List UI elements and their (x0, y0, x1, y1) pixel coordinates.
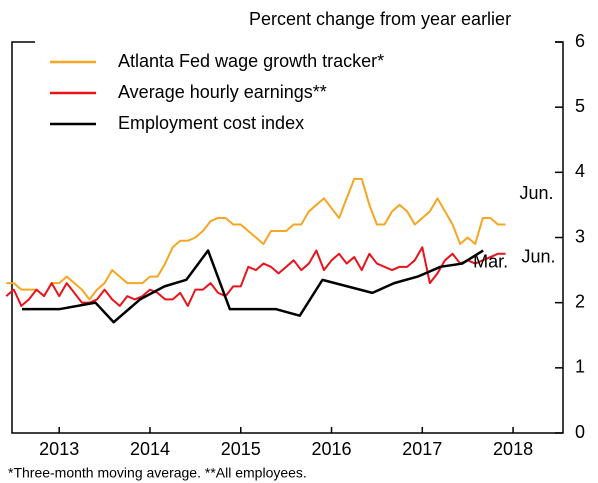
x-tick-label: 2014 (130, 439, 170, 459)
legend-label: Employment cost index (118, 113, 304, 133)
x-tick-label: 2018 (493, 439, 533, 459)
series-line (5, 246, 506, 307)
y-tick-label: 5 (575, 96, 585, 116)
y-tick-label: 1 (575, 357, 585, 377)
footnote: *Three-month moving average. **All emplo… (8, 465, 307, 481)
chart-title: Percent change from year earlier (249, 9, 511, 29)
end-label: Mar. (473, 251, 508, 271)
x-tick-label: 2013 (39, 439, 79, 459)
end-label: Jun. (522, 247, 556, 267)
end-label: Jun. (520, 183, 554, 203)
x-tick-label: 2017 (402, 439, 442, 459)
y-tick-label: 4 (575, 161, 585, 181)
x-tick-label: 2016 (312, 439, 352, 459)
y-tick-label: 0 (575, 422, 585, 442)
legend-label: Atlanta Fed wage growth tracker* (118, 51, 384, 71)
y-tick-label: 2 (575, 291, 585, 311)
series-line (6, 177, 506, 301)
y-tick-label: 3 (575, 226, 585, 246)
legend-label: Average hourly earnings** (118, 82, 327, 102)
x-tick-label: 2015 (221, 439, 261, 459)
series-line (21, 249, 484, 324)
y-tick-label: 6 (575, 31, 585, 51)
